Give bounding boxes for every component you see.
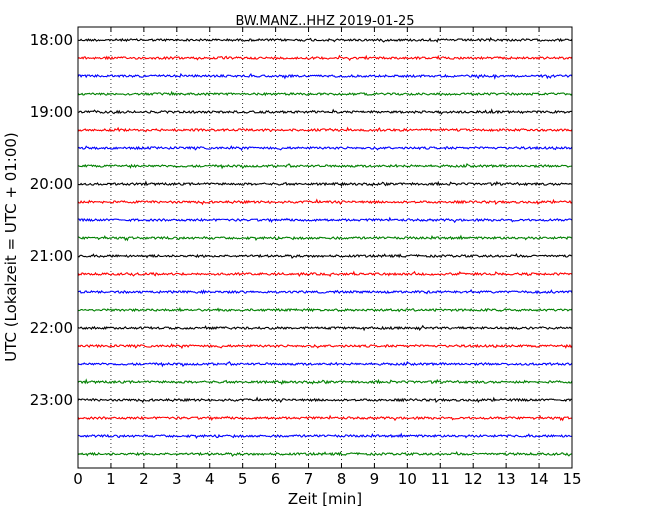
- trace-line-1815: [77, 54, 573, 62]
- x-tick-label: 8: [337, 470, 347, 488]
- trace-line-2245: [77, 378, 573, 386]
- trace-line-2100: [77, 252, 573, 259]
- x-tick-label: 7: [304, 470, 314, 488]
- x-tick-label: 13: [497, 470, 516, 488]
- trace-line-2045: [77, 234, 573, 242]
- trace-line-2315: [77, 414, 573, 422]
- x-tick-label: 6: [271, 470, 281, 488]
- trace-line-1845: [77, 90, 573, 97]
- trace-line-1800: [77, 36, 573, 43]
- y-tick-label: 19:00: [30, 103, 73, 121]
- plot-frame: [77, 26, 573, 469]
- trace-line-2345: [77, 450, 573, 457]
- trace-line-2200: [77, 324, 573, 332]
- trace-line-2115: [77, 270, 573, 278]
- trace-line-1930: [77, 145, 573, 152]
- trace-group: [77, 36, 573, 457]
- trace-line-2145: [77, 307, 573, 313]
- y-tick-label: 18:00: [30, 31, 73, 49]
- x-axis-ticks: 0 1 2 3 4 5 6 7 8 9 10 11 12 13 14 15: [73, 27, 582, 488]
- x-tick-label: 9: [370, 470, 380, 488]
- x-tick-label: 11: [431, 470, 450, 488]
- trace-line-2015: [77, 198, 573, 206]
- x-tick-label: 5: [238, 470, 248, 488]
- trace-line-1915: [77, 126, 573, 133]
- y-tick-label: 21:00: [30, 247, 73, 265]
- grid-lines: [110, 27, 540, 468]
- x-tick-label: 12: [464, 470, 483, 488]
- trace-line-1900: [77, 108, 573, 116]
- x-tick-label: 14: [530, 470, 549, 488]
- x-tick-label: 4: [205, 470, 215, 488]
- y-tick-label: 20:00: [30, 175, 73, 193]
- x-tick-label: 0: [73, 470, 83, 488]
- y-axis-label: UTC (Lokalzeit = UTC + 01:00): [2, 132, 20, 362]
- y-axis-ticks: 18:00 19:00 20:00 21:00 22:00 23:00: [30, 31, 73, 409]
- trace-line-2000: [77, 180, 573, 188]
- trace-line-2230: [77, 361, 573, 368]
- x-tick-label: 2: [139, 470, 149, 488]
- x-tick-label: 3: [172, 470, 182, 488]
- trace-line-1830: [77, 72, 573, 80]
- x-axis-label: Zeit [min]: [288, 490, 362, 508]
- y-tick-label: 22:00: [30, 319, 73, 337]
- trace-line-2130: [77, 288, 573, 295]
- y-tick-label: 23:00: [30, 391, 73, 409]
- x-tick-label: 10: [398, 470, 417, 488]
- trace-line-1945: [77, 163, 573, 170]
- trace-line-2330: [77, 432, 573, 440]
- trace-line-2215: [77, 343, 573, 350]
- trace-line-2030: [77, 216, 573, 224]
- x-tick-label: 15: [562, 470, 581, 488]
- trace-line-2300: [77, 396, 573, 404]
- x-tick-label: 1: [106, 470, 116, 488]
- chart-title: BW.MANZ..HHZ 2019-01-25: [235, 14, 414, 29]
